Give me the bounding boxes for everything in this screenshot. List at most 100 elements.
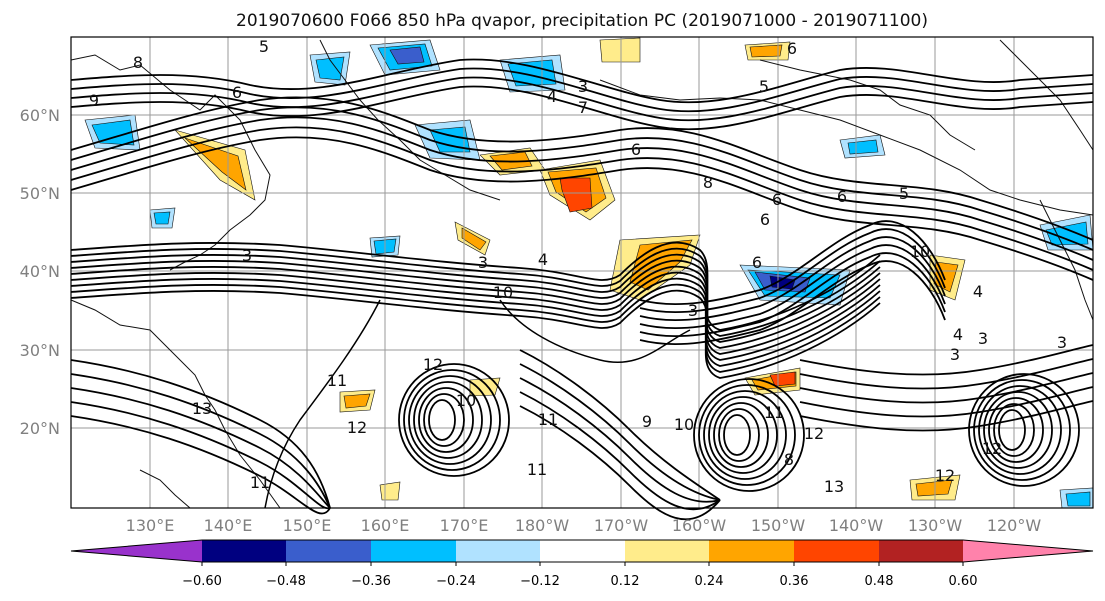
contour-loop — [998, 409, 1026, 451]
contour-label: 12 — [935, 466, 955, 485]
lon-tick-label: 130°W — [908, 516, 963, 535]
contour-label: 5 — [259, 37, 269, 56]
contour-label: 6 — [837, 187, 847, 206]
contour-loop — [968, 373, 1080, 487]
contour-label: 8 — [784, 450, 794, 469]
contour-loop — [413, 381, 483, 459]
contour-label: 6 — [631, 140, 641, 159]
colorbar-tick-label: −0.12 — [520, 574, 560, 589]
lat-tick-label: 20°N — [20, 419, 60, 438]
contour-line — [70, 253, 881, 343]
lat-tick-label: 50°N — [20, 184, 60, 203]
contour-label: 6 — [232, 83, 242, 102]
contour-line — [70, 126, 1094, 271]
contour-loop — [718, 408, 760, 462]
contour-label: 9 — [89, 91, 99, 110]
precip-patch — [91, 119, 135, 146]
longitude-tick-labels: 130°E 140°E 150°E 160°E 170°E 180°W 170°W 160°W… — [126, 516, 1042, 535]
lon-tick-label: 160°E — [361, 516, 410, 535]
contour-label: 10 — [910, 242, 930, 261]
contour-loop — [423, 393, 465, 447]
contour-line — [70, 96, 1094, 241]
contour-line — [499, 299, 691, 364]
precip-patch — [559, 177, 593, 213]
coastline — [999, 39, 1094, 151]
contour-label: 4 — [973, 282, 983, 301]
contour-loop — [403, 369, 501, 471]
contour-label: 8 — [703, 173, 713, 192]
colorbar-tick-label: 0.36 — [780, 574, 809, 589]
contour-line — [70, 136, 1094, 281]
contour-line — [799, 344, 1094, 376]
contour-label: 6 — [760, 210, 770, 229]
contour-label: 7 — [578, 98, 588, 117]
lat-tick-label: 60°N — [20, 106, 60, 125]
contour-label: 3 — [242, 246, 252, 265]
contour-label: 5 — [759, 77, 769, 96]
contour-label: 11 — [527, 460, 547, 479]
precip-patch — [599, 37, 641, 63]
contour-line — [519, 377, 721, 503]
lat-tick-label: 30°N — [20, 341, 60, 360]
contour-label: 10 — [456, 391, 476, 410]
colorbar-segment — [709, 540, 794, 562]
contour-label: 3 — [1057, 333, 1067, 352]
contour-label: 4 — [953, 325, 963, 344]
contour-label: 12 — [347, 418, 367, 437]
colorbar-tick-label: 0.12 — [611, 574, 640, 589]
contour-line — [639, 236, 946, 321]
precip-patch — [749, 44, 783, 58]
colorbar-tick-label: −0.36 — [351, 574, 391, 589]
contour-line — [70, 116, 1094, 261]
coastline — [319, 39, 501, 201]
contour-label: 3 — [688, 301, 698, 320]
contour-loop — [408, 375, 492, 465]
contour-line — [70, 387, 331, 509]
contour-line — [799, 358, 1094, 390]
qvapor-contours — [70, 58, 1094, 521]
contour-label: 12 — [423, 355, 443, 374]
coastline — [599, 79, 1094, 216]
lon-tick-label: 170°W — [594, 516, 649, 535]
contour-label: 10 — [674, 415, 694, 434]
contour-line — [70, 401, 331, 510]
contour-label: 11 — [764, 403, 784, 422]
contour-label: 6 — [772, 190, 782, 209]
contour-line — [639, 244, 946, 329]
coastline — [139, 469, 191, 509]
colorbar-extend-max — [963, 540, 1093, 562]
contour-label: 9 — [642, 412, 652, 431]
contour-line — [70, 241, 881, 331]
coastline — [759, 59, 976, 151]
contour-label: 11 — [538, 410, 558, 429]
contour-line — [70, 289, 881, 379]
latitude-tick-labels: 60°N 50°N 40°N 30°N 20°N — [20, 106, 60, 438]
contour-loop — [703, 390, 787, 480]
lon-tick-label: 150°E — [283, 516, 332, 535]
contour-loop — [698, 384, 796, 486]
contour-line — [70, 67, 1094, 113]
precip-patch — [1065, 491, 1091, 507]
lon-tick-label: 140°E — [204, 516, 253, 535]
lon-tick-label: 140°W — [829, 516, 884, 535]
contour-label: 6 — [752, 253, 762, 272]
coastline — [70, 299, 281, 509]
precip-patch — [153, 211, 171, 225]
colorbar-segment — [202, 540, 286, 562]
lon-tick-label: 150°W — [751, 516, 806, 535]
contour-label: 3 — [578, 77, 588, 96]
contour-line — [519, 405, 721, 521]
precip-patch — [343, 393, 371, 409]
lon-tick-label: 120°W — [987, 516, 1042, 535]
colorbar-tick-label: 0.60 — [949, 574, 978, 589]
colorbar-tick-label: 0.48 — [865, 574, 894, 589]
contour-label: 12 — [982, 439, 1002, 458]
contour-loop — [398, 363, 510, 477]
contour-label: 6 — [787, 39, 797, 58]
colorbar-tick-labels: −0.60 −0.48 −0.36 −0.24 −0.12 0.12 0.24 0.36 0.4… — [182, 562, 977, 589]
contour-loop — [693, 378, 805, 492]
contour-line — [264, 299, 381, 509]
colorbar-segment — [371, 540, 456, 562]
